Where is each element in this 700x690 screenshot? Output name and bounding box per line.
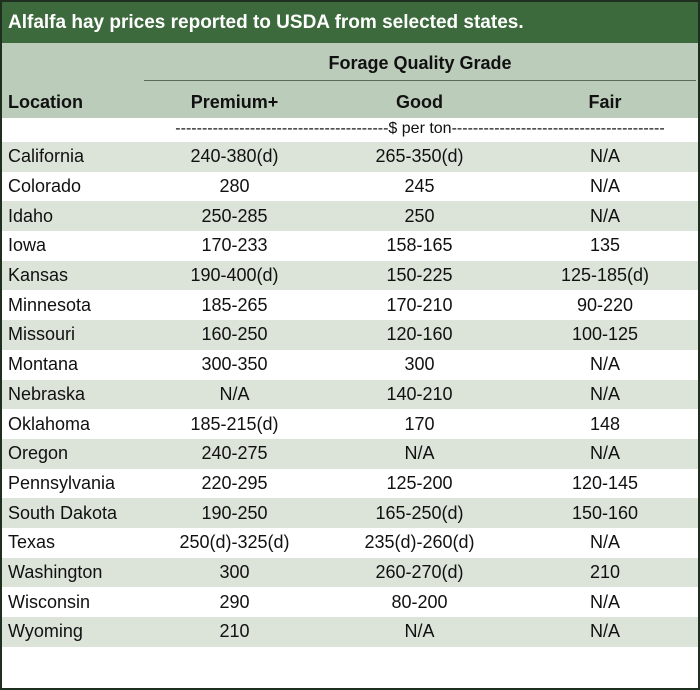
cell-location: Wyoming — [8, 621, 83, 642]
cell-good: 170-210 — [386, 294, 453, 315]
cell-good: 300 — [404, 354, 435, 375]
cell-premium: 280 — [219, 176, 250, 197]
cell-fair: 135 — [589, 235, 621, 256]
cell-fair: 148 — [589, 413, 621, 434]
column-header-location: Location — [8, 92, 83, 112]
cell-fair: 100-125 — [571, 324, 639, 345]
column-header-fair: Fair — [588, 92, 622, 112]
table-body: California 240-380(d) 265-350(d) N/A Colorad… — [2, 142, 698, 647]
cell-fair: 90-220 — [576, 294, 634, 315]
cell-premium: 160-250 — [201, 324, 268, 345]
cell-premium: 300-350 — [201, 354, 268, 375]
cell-fair: 150-160 — [571, 502, 639, 523]
cell-premium: 290 — [219, 591, 250, 612]
cell-good: 140-210 — [386, 383, 453, 404]
cell-location: Nebraska — [8, 383, 86, 404]
table-row: Nebraska N/A 140-210 N/A — [2, 379, 698, 410]
cell-good: 80-200 — [391, 591, 448, 612]
table-row: Texas 250(d)-325(d) 235(d)-260(d) N/A — [2, 528, 698, 558]
cell-location: Washington — [8, 561, 103, 582]
table-row: Oklahoma 185-215(d) 170 148 — [2, 409, 698, 439]
cell-good: 245 — [404, 176, 435, 197]
cell-fair: N/A — [589, 205, 620, 226]
cell-location: Missouri — [8, 324, 76, 345]
cell-premium: 250-285 — [201, 205, 268, 226]
units-label: ----------------------------------------… — [175, 120, 665, 137]
cell-premium: 300 — [219, 561, 250, 582]
table-row: California 240-380(d) 265-350(d) N/A — [2, 142, 698, 172]
forage-quality-grade-header: Forage Quality Grade — [328, 53, 512, 73]
cell-premium: 240-275 — [201, 443, 268, 464]
table-row: Pennsylvania 220-295 125-200 120-145 — [2, 469, 698, 499]
cell-fair: N/A — [589, 383, 620, 404]
cell-good: N/A — [404, 443, 435, 464]
cell-good: 250 — [404, 205, 435, 226]
table-row: Colorado 280 245 N/A — [2, 172, 698, 202]
cell-fair: N/A — [589, 591, 620, 612]
units-row: ----------------------------------------… — [2, 118, 698, 142]
table-header: Forage Quality Grade Location Premium+ G… — [2, 43, 698, 118]
table-row: Minnesota 185-265 170-210 90-220 — [2, 290, 698, 320]
cell-fair: 120-145 — [571, 472, 639, 493]
cell-good: 260-270(d) — [375, 561, 464, 582]
cell-location: Oregon — [8, 443, 69, 464]
cell-location: Idaho — [8, 205, 54, 226]
table-row: Missouri 160-250 120-160 100-125 — [2, 320, 698, 350]
cell-location: Oklahoma — [8, 413, 91, 434]
cell-location: Minnesota — [8, 294, 92, 315]
cell-premium: 220-295 — [201, 472, 268, 493]
cell-good: N/A — [404, 621, 435, 642]
table-row: Montana 300-350 300 N/A — [2, 350, 698, 380]
cell-fair: N/A — [589, 532, 620, 553]
cell-good: 265-350(d) — [375, 146, 464, 167]
cell-premium: 250(d)-325(d) — [179, 532, 290, 553]
table-row: Idaho 250-285 250 N/A — [2, 201, 698, 232]
cell-location: California — [8, 146, 85, 167]
cell-premium: 190-400(d) — [190, 265, 279, 286]
cell-good: 120-160 — [386, 324, 453, 345]
cell-location: Iowa — [8, 235, 47, 256]
cell-premium: 240-380(d) — [190, 146, 279, 167]
cell-location: Colorado — [8, 176, 82, 197]
cell-fair: N/A — [589, 176, 620, 197]
cell-fair: N/A — [589, 443, 620, 464]
cell-location: Pennsylvania — [8, 472, 116, 493]
cell-premium: 210 — [219, 621, 250, 642]
cell-good: 150-225 — [386, 265, 453, 286]
table-row: Iowa 170-233 158-165 135 — [2, 231, 698, 261]
table-title: Alfalfa hay prices reported to USDA from… — [2, 2, 698, 43]
column-header-premium: Premium+ — [190, 92, 279, 112]
cell-location: Wisconsin — [8, 591, 91, 612]
cell-fair: N/A — [589, 621, 620, 642]
cell-premium: 170-233 — [201, 235, 268, 256]
cell-location: South Dakota — [8, 502, 118, 523]
cell-premium: 190-250 — [201, 502, 268, 523]
cell-fair: 210 — [589, 561, 621, 582]
header-divider — [144, 80, 696, 81]
cell-location: Montana — [8, 354, 79, 375]
cell-good: 125-200 — [386, 472, 453, 493]
table-row: Wisconsin 290 80-200 N/A — [2, 587, 698, 617]
table-row: South Dakota 190-250 165-250(d) 150-160 — [2, 498, 698, 528]
cell-premium: 185-265 — [201, 294, 268, 315]
cell-fair: N/A — [589, 146, 620, 167]
cell-good: 158-165 — [386, 235, 453, 256]
cell-location: Texas — [8, 532, 56, 553]
cell-good: 235(d)-260(d) — [364, 532, 475, 553]
column-header-good: Good — [396, 92, 443, 112]
table-row: Wyoming 210 N/A N/A — [2, 617, 698, 647]
table-row: Washington 300 260-270(d) 210 — [2, 557, 698, 588]
cell-premium: N/A — [219, 383, 250, 404]
cell-good: 165-250(d) — [375, 502, 464, 523]
table-row: Kansas 190-400(d) 150-225 125-185(d) — [2, 260, 698, 291]
cell-fair: N/A — [589, 354, 620, 375]
cell-fair: 125-185(d) — [560, 265, 650, 286]
table-row: Oregon 240-275 N/A N/A — [2, 438, 698, 469]
cell-good: 170 — [404, 413, 435, 434]
cell-premium: 185-215(d) — [190, 413, 279, 434]
cell-location: Kansas — [8, 265, 69, 286]
